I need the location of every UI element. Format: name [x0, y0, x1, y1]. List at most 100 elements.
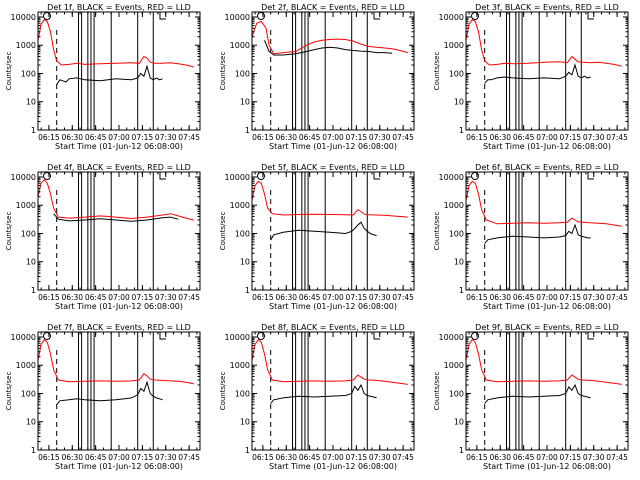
y-tick-label: 10000: [439, 13, 464, 22]
x-tick-label: 06:45: [513, 133, 535, 142]
chart-title: Det 8f, BLACK = Events, RED = LLD: [261, 323, 405, 332]
y-tick-label: 10: [26, 98, 36, 107]
corner-marker-circle: [471, 172, 479, 180]
x-tick-label: 07:15: [132, 133, 154, 142]
series-line-lld: [465, 338, 622, 385]
y-tick-label: 1000: [230, 41, 250, 50]
x-tick-label: 07:30: [155, 293, 177, 302]
x-tick-label: 06:30: [61, 293, 83, 302]
y-axis-label: Counts/sec: [433, 372, 441, 411]
y-tick-label: 1000: [16, 361, 36, 370]
x-tick-label: 07:00: [536, 453, 558, 462]
x-tick-label: 06:30: [61, 453, 83, 462]
corner-marker-bracket: [373, 12, 380, 20]
y-tick-label: 100: [235, 229, 250, 238]
y-tick-label: 1000: [444, 41, 464, 50]
chart-panel-6: 1 10 100 1000 10000 06:15 06:30 06:45 07:00 07:15…: [433, 163, 629, 311]
corner-marker-circle: [43, 332, 51, 340]
x-tick-label: 06:15: [252, 453, 274, 462]
x-tick-label: 06:30: [489, 453, 511, 462]
y-axis-label: Counts/sec: [219, 372, 227, 411]
series-line-events: [56, 64, 163, 85]
y-tick-label: 10: [454, 418, 464, 427]
chart-panel-5: 1 10 100 1000 10000 06:15 06:30 06:45 07:00 07:15…: [219, 163, 415, 311]
x-tick-label: 06:30: [275, 133, 297, 142]
chart-title: Det 2f, BLACK = Events, RED = LLD: [261, 3, 405, 12]
y-tick-label: 1: [31, 126, 36, 135]
x-tick-label: 06:30: [275, 453, 297, 462]
chart-title: Det 1f, BLACK = Events, RED = LLD: [47, 3, 191, 12]
x-tick-label: 07:45: [178, 293, 200, 302]
x-tick-label: 06:45: [85, 133, 107, 142]
plot-frame: [37, 171, 201, 291]
x-axis-label: Start Time (01-Jun-12 06:08:00): [269, 142, 397, 151]
y-tick-label: 1000: [16, 41, 36, 50]
chart-panel-8: 1 10 100 1000 10000 06:15 06:30 06:45 07:00 07:15…: [219, 323, 415, 471]
x-tick-label: 07:15: [132, 453, 154, 462]
y-tick-label: 100: [449, 229, 464, 238]
y-tick-label: 10000: [11, 173, 36, 182]
series-line-events: [270, 383, 377, 404]
corner-marker-bracket: [587, 172, 594, 180]
series-line-events: [264, 40, 393, 56]
x-tick-label: 07:15: [346, 453, 368, 462]
x-tick-label: 07:30: [583, 133, 605, 142]
x-tick-label: 07:30: [369, 453, 391, 462]
x-tick-label: 07:00: [536, 133, 558, 142]
y-tick-label: 100: [21, 229, 36, 238]
y-tick-label: 1: [459, 446, 464, 455]
y-tick-label: 10: [240, 418, 250, 427]
x-tick-label: 06:15: [38, 293, 60, 302]
plot-frame: [251, 171, 415, 291]
y-tick-label: 100: [235, 389, 250, 398]
y-tick-label: 1: [245, 126, 250, 135]
x-tick-label: 07:15: [346, 293, 368, 302]
x-tick-label: 07:15: [560, 293, 582, 302]
x-tick-label: 06:15: [38, 453, 60, 462]
chart-panel-7: 1 10 100 1000 10000 06:15 06:30 06:45 07:00 07:15…: [5, 323, 201, 471]
y-tick-label: 10: [454, 98, 464, 107]
corner-marker-bracket: [159, 172, 166, 180]
y-tick-label: 10000: [11, 13, 36, 22]
x-tick-label: 06:15: [466, 133, 488, 142]
corner-marker-bracket: [587, 12, 594, 20]
x-tick-label: 07:45: [606, 293, 628, 302]
y-tick-label: 1: [459, 286, 464, 295]
y-tick-label: 10000: [439, 333, 464, 342]
x-tick-label: 06:15: [466, 293, 488, 302]
y-axis-label: Counts/sec: [5, 212, 13, 251]
x-tick-label: 06:45: [299, 453, 321, 462]
y-tick-label: 10000: [225, 13, 250, 22]
corner-marker-bracket: [159, 12, 166, 20]
series-line-lld: [37, 338, 194, 385]
y-tick-label: 10000: [11, 333, 36, 342]
y-tick-label: 100: [21, 389, 36, 398]
x-axis-label: Start Time (01-Jun-12 06:08:00): [269, 302, 397, 311]
x-tick-label: 07:45: [606, 453, 628, 462]
y-axis-label: Counts/sec: [433, 52, 441, 91]
series-line-lld: [251, 338, 408, 385]
series-line-events: [484, 223, 591, 244]
chart-panel-9: 1 10 100 1000 10000 06:15 06:30 06:45 07:00 07:15…: [433, 323, 629, 471]
x-tick-label: 06:45: [299, 133, 321, 142]
y-tick-label: 1000: [16, 201, 36, 210]
corner-marker-circle: [257, 172, 265, 180]
x-tick-label: 07:45: [392, 293, 414, 302]
y-axis-label: Counts/sec: [219, 212, 227, 251]
plot-frame: [465, 11, 629, 131]
corner-marker-bracket: [373, 332, 380, 340]
x-axis-label: Start Time (01-Jun-12 06:08:00): [55, 302, 183, 311]
series-line-lld: [37, 178, 194, 221]
y-tick-label: 1: [245, 286, 250, 295]
plot-frame: [465, 171, 629, 291]
corner-marker-bracket: [373, 172, 380, 180]
series-line-lld: [37, 19, 194, 68]
x-tick-label: 06:15: [38, 133, 60, 142]
x-tick-label: 06:30: [61, 133, 83, 142]
y-axis-label: Counts/sec: [433, 212, 441, 251]
y-tick-label: 10: [454, 258, 464, 267]
x-tick-label: 06:15: [252, 133, 274, 142]
x-axis-label: Start Time (01-Jun-12 06:08:00): [55, 462, 183, 471]
x-tick-label: 06:30: [489, 293, 511, 302]
x-tick-label: 07:30: [583, 453, 605, 462]
